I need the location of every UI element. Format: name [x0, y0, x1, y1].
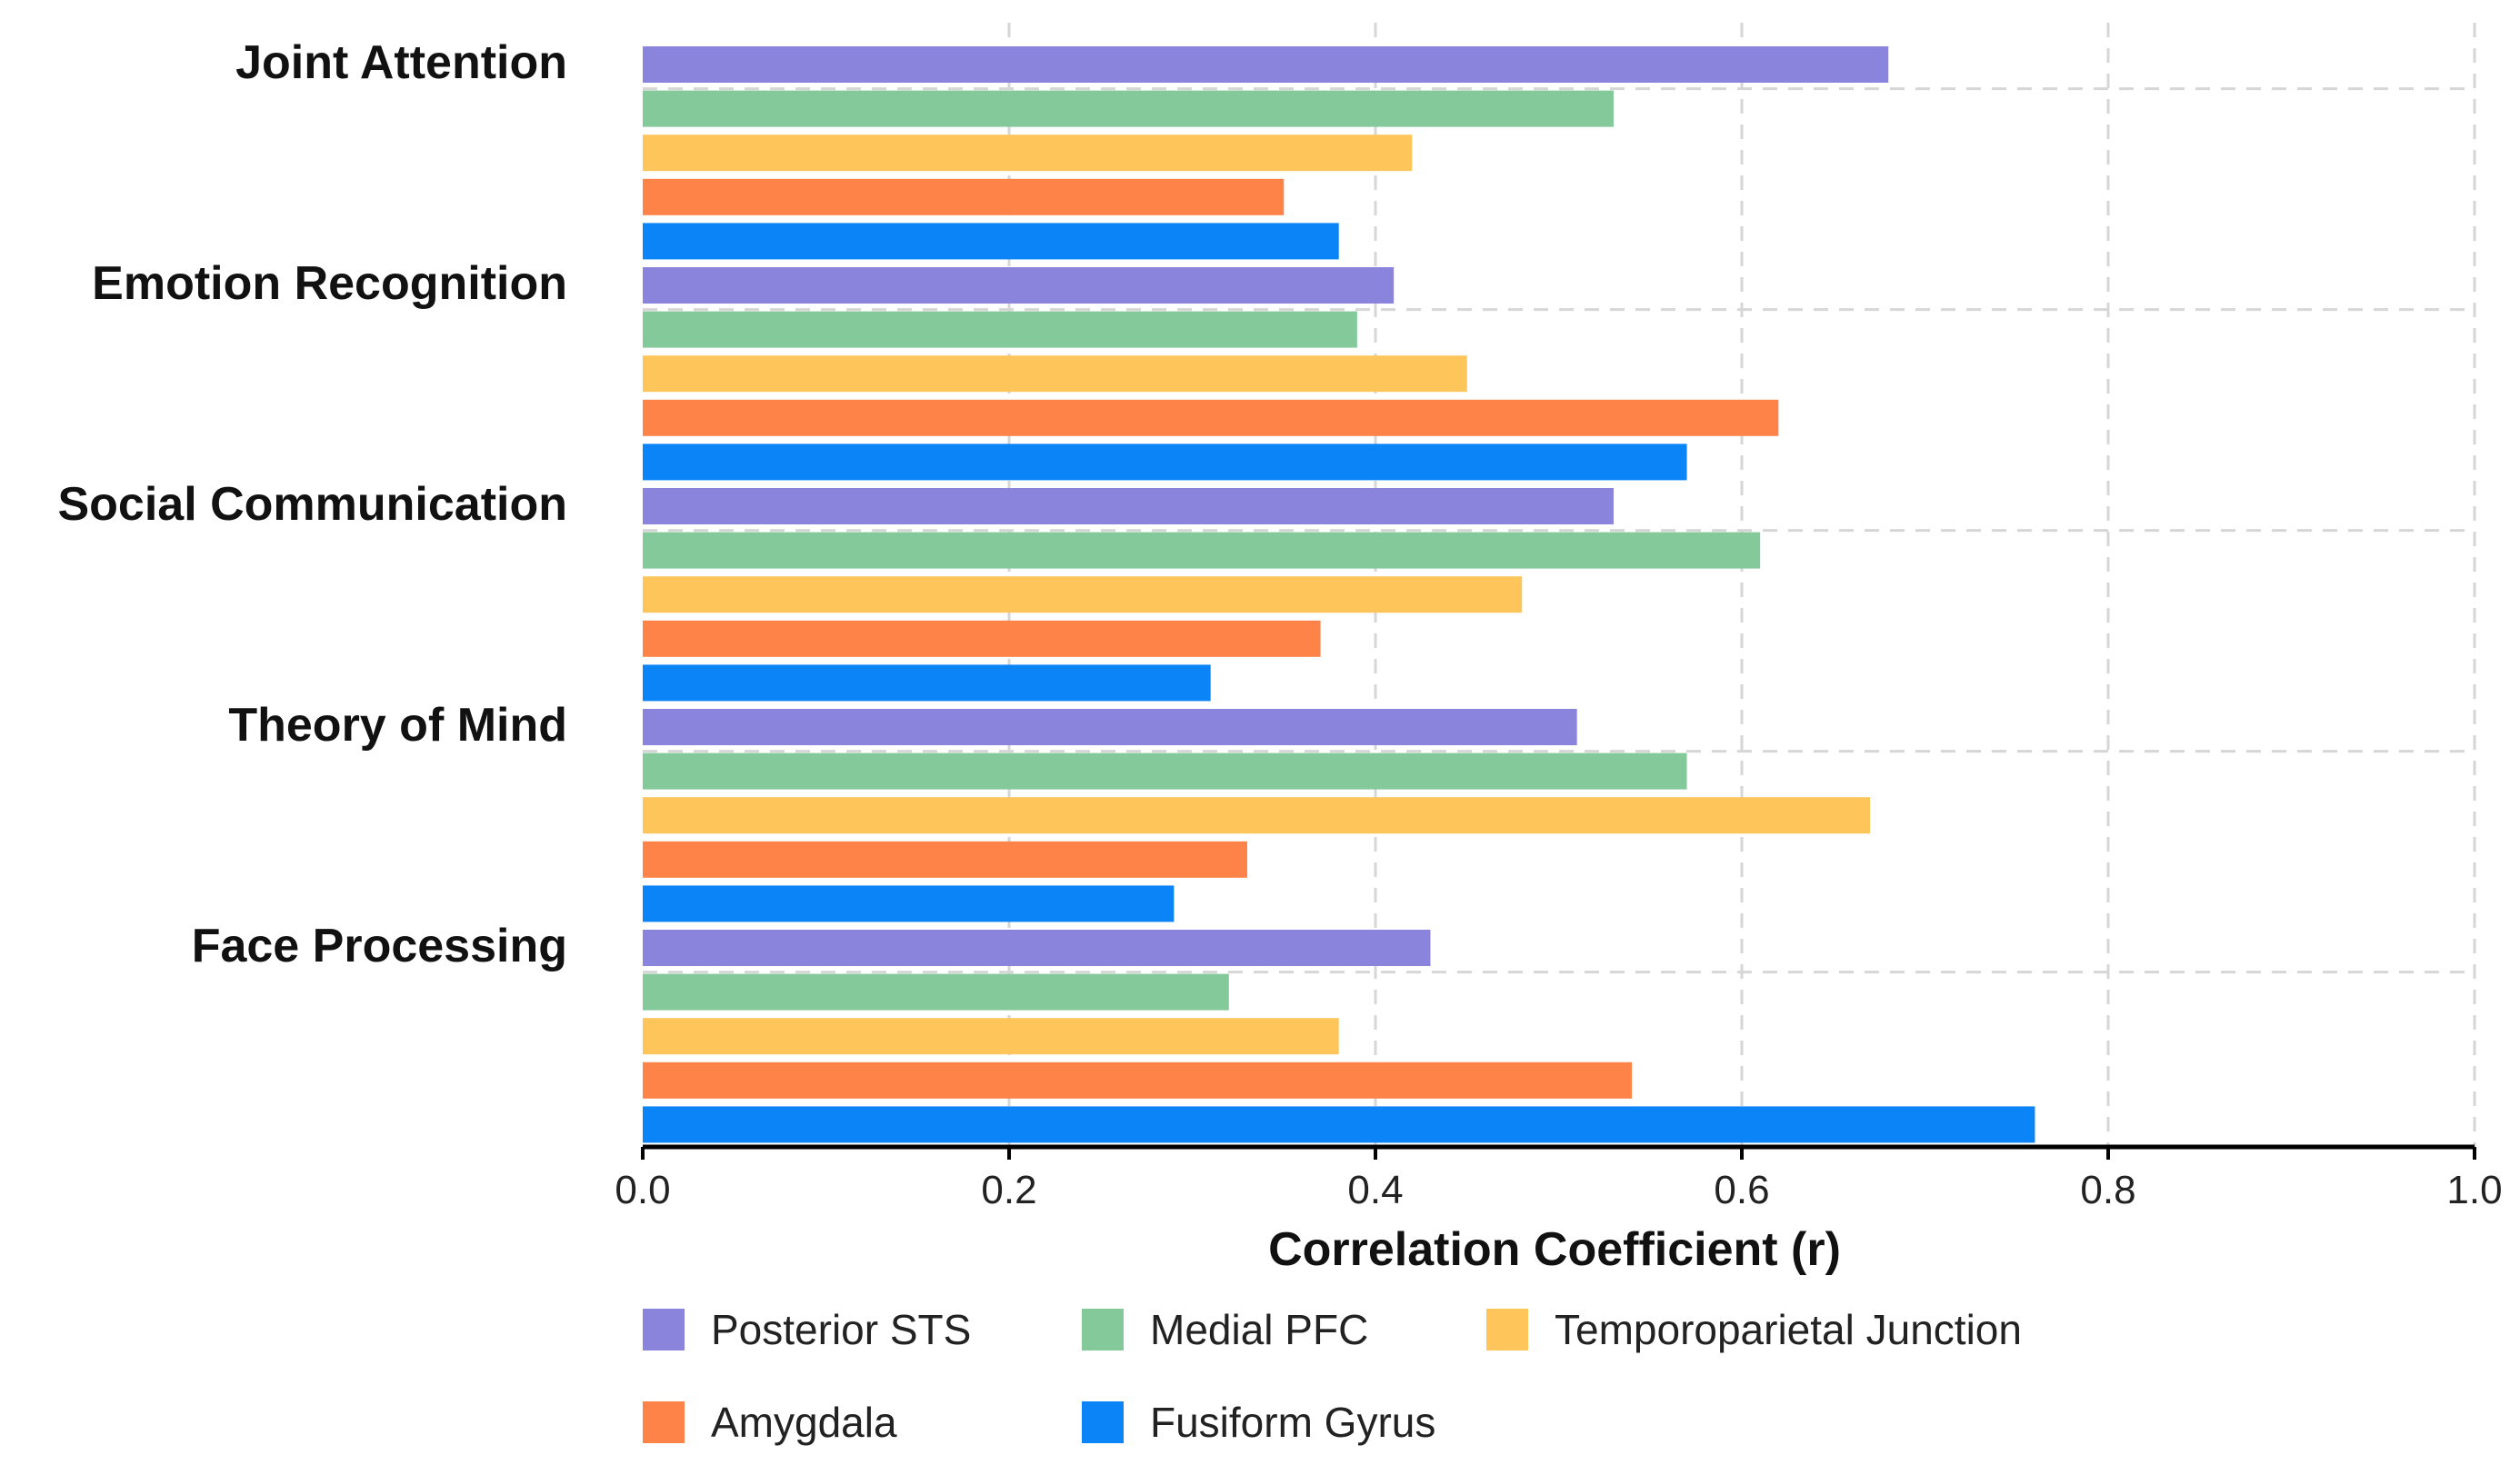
- category-label: Face Processing: [192, 920, 567, 972]
- bar-medial-pfc-joint-attention: [643, 90, 1614, 127]
- legend-swatch: [1082, 1401, 1124, 1443]
- bar-medial-pfc-social-communication: [643, 532, 1761, 569]
- x-tick-label: 0.6: [1714, 1168, 1769, 1212]
- bar-medial-pfc-emotion-recognition: [643, 311, 1357, 348]
- bar-temporoparietal-junction-theory-of-mind: [643, 797, 1871, 834]
- bar-fusiform-gyrus-joint-attention: [643, 223, 1339, 260]
- bar-posterior-sts-face-processing: [643, 930, 1431, 966]
- bar-fusiform-gyrus-social-communication: [643, 664, 1211, 702]
- legend-label: Posterior STS: [711, 1306, 971, 1353]
- bar-temporoparietal-junction-social-communication: [643, 576, 1523, 613]
- legend-item: Amygdala: [643, 1399, 897, 1446]
- bar-posterior-sts-social-communication: [643, 488, 1614, 524]
- bar-temporoparietal-junction-emotion-recognition: [643, 355, 1467, 393]
- category-label: Social Communication: [57, 478, 567, 531]
- bar-temporoparietal-junction-face-processing: [643, 1018, 1339, 1055]
- category-label: Joint Attention: [235, 36, 567, 89]
- bar-posterior-sts-joint-attention: [643, 46, 1889, 83]
- bar-temporoparietal-junction-joint-attention: [643, 135, 1413, 172]
- x-tick-label: 1.0: [2446, 1168, 2502, 1212]
- legend-item: Temporoparietal Junction: [1486, 1306, 2022, 1353]
- legend-label: Amygdala: [711, 1399, 897, 1446]
- bar-fusiform-gyrus-face-processing: [643, 1106, 2035, 1143]
- legend-label: Medial PFC: [1150, 1306, 1368, 1353]
- legend-item: Posterior STS: [643, 1306, 971, 1353]
- legend-swatch: [1486, 1309, 1528, 1350]
- x-axis: 0.0 0.2 0.4 0.6 0.8 1.0: [615, 1144, 2503, 1212]
- legend: Posterior STS Medial PFC Temporoparietal J…: [643, 1306, 2022, 1446]
- bar-amygdala-joint-attention: [643, 178, 1285, 215]
- legend-swatch: [643, 1309, 685, 1350]
- x-tick-label: 0.2: [981, 1168, 1036, 1212]
- bar-posterior-sts-theory-of-mind: [643, 709, 1577, 745]
- legend-swatch: [643, 1401, 685, 1443]
- bar-fusiform-gyrus-emotion-recognition: [643, 443, 1687, 481]
- legend-swatch: [1082, 1309, 1124, 1350]
- bar-amygdala-social-communication: [643, 620, 1321, 657]
- category-labels: Joint Attention Emotion Recognition Social…: [57, 36, 567, 972]
- legend-item: Medial PFC: [1082, 1306, 1368, 1353]
- legend-label: Temporoparietal Junction: [1555, 1306, 2022, 1353]
- legend-label: Fusiform Gyrus: [1150, 1399, 1435, 1446]
- category-label: Emotion Recognition: [92, 257, 567, 310]
- bar-amygdala-face-processing: [643, 1061, 1633, 1099]
- bar-amygdala-theory-of-mind: [643, 841, 1247, 878]
- x-axis-title: Correlation Coefficient (r): [1268, 1223, 1841, 1276]
- bar-fusiform-gyrus-theory-of-mind: [643, 885, 1175, 922]
- bar-medial-pfc-face-processing: [643, 973, 1229, 1011]
- bar-amygdala-emotion-recognition: [643, 399, 1779, 436]
- x-tick-label: 0.8: [2080, 1168, 2135, 1212]
- bar-posterior-sts-emotion-recognition: [643, 267, 1395, 304]
- category-label: Theory of Mind: [228, 699, 567, 752]
- x-tick-label: 0.0: [615, 1168, 670, 1212]
- x-tick-label: 0.4: [1347, 1168, 1403, 1212]
- bars-group: [643, 46, 2035, 1143]
- legend-item: Fusiform Gyrus: [1082, 1399, 1435, 1446]
- bar-medial-pfc-theory-of-mind: [643, 752, 1687, 790]
